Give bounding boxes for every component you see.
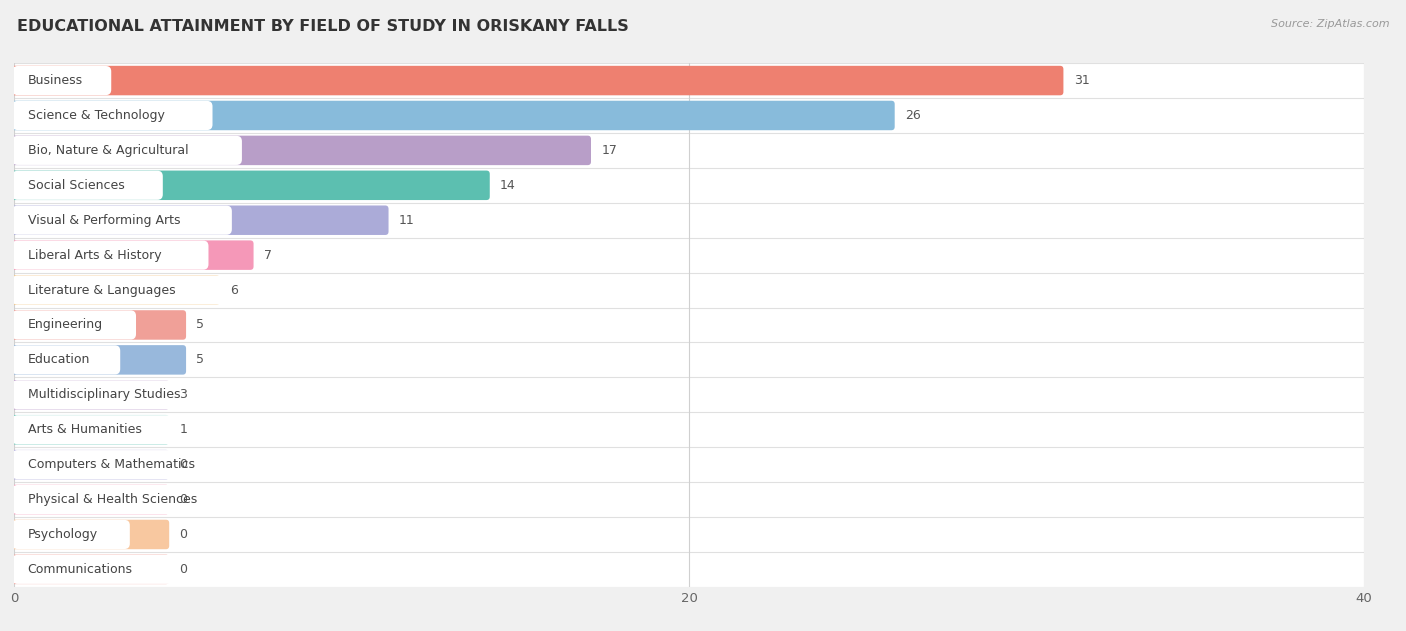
Text: Physical & Health Sciences: Physical & Health Sciences: [28, 493, 197, 506]
Text: 7: 7: [264, 249, 271, 262]
FancyBboxPatch shape: [13, 415, 184, 444]
Text: Multidisciplinary Studies: Multidisciplinary Studies: [28, 388, 180, 401]
Text: Bio, Nature & Agricultural: Bio, Nature & Agricultural: [28, 144, 188, 157]
Text: 6: 6: [231, 283, 238, 297]
FancyBboxPatch shape: [11, 310, 186, 339]
Text: 17: 17: [602, 144, 617, 157]
Bar: [14, 98, 1364, 133]
FancyBboxPatch shape: [11, 485, 169, 514]
Bar: [14, 307, 1364, 343]
Text: Education: Education: [28, 353, 90, 367]
FancyBboxPatch shape: [13, 555, 173, 584]
Text: 31: 31: [1074, 74, 1090, 87]
FancyBboxPatch shape: [11, 66, 1063, 95]
Text: 0: 0: [180, 563, 187, 576]
FancyBboxPatch shape: [11, 275, 219, 305]
FancyBboxPatch shape: [13, 485, 253, 514]
FancyBboxPatch shape: [11, 450, 169, 480]
Text: Liberal Arts & History: Liberal Arts & History: [28, 249, 162, 262]
FancyBboxPatch shape: [11, 380, 169, 410]
Bar: [14, 517, 1364, 552]
Text: Social Sciences: Social Sciences: [28, 179, 124, 192]
Bar: [14, 552, 1364, 587]
FancyBboxPatch shape: [11, 555, 169, 584]
FancyBboxPatch shape: [13, 240, 208, 269]
Text: Science & Technology: Science & Technology: [28, 109, 165, 122]
FancyBboxPatch shape: [13, 66, 111, 95]
Text: Visual & Performing Arts: Visual & Performing Arts: [28, 214, 180, 227]
Text: 26: 26: [905, 109, 921, 122]
Text: Arts & Humanities: Arts & Humanities: [28, 423, 142, 436]
FancyBboxPatch shape: [11, 415, 169, 444]
FancyBboxPatch shape: [11, 101, 894, 130]
Bar: [14, 133, 1364, 168]
FancyBboxPatch shape: [13, 380, 232, 410]
Text: Source: ZipAtlas.com: Source: ZipAtlas.com: [1271, 19, 1389, 29]
FancyBboxPatch shape: [11, 136, 591, 165]
FancyBboxPatch shape: [13, 136, 242, 165]
FancyBboxPatch shape: [11, 170, 489, 200]
Bar: [14, 63, 1364, 98]
Text: 14: 14: [501, 179, 516, 192]
Bar: [14, 238, 1364, 273]
Text: Computers & Mathematics: Computers & Mathematics: [28, 458, 194, 471]
FancyBboxPatch shape: [13, 310, 136, 339]
Text: EDUCATIONAL ATTAINMENT BY FIELD OF STUDY IN ORISKANY FALLS: EDUCATIONAL ATTAINMENT BY FIELD OF STUDY…: [17, 19, 628, 34]
Text: Business: Business: [28, 74, 83, 87]
Text: 0: 0: [180, 528, 187, 541]
FancyBboxPatch shape: [13, 101, 212, 130]
Bar: [14, 377, 1364, 412]
FancyBboxPatch shape: [11, 520, 169, 549]
FancyBboxPatch shape: [11, 206, 388, 235]
Bar: [14, 168, 1364, 203]
Text: Psychology: Psychology: [28, 528, 97, 541]
Bar: [14, 412, 1364, 447]
Text: Communications: Communications: [28, 563, 132, 576]
Bar: [14, 203, 1364, 238]
FancyBboxPatch shape: [13, 171, 163, 200]
Bar: [14, 343, 1364, 377]
FancyBboxPatch shape: [13, 520, 129, 549]
Text: 11: 11: [399, 214, 415, 227]
Text: 3: 3: [180, 388, 187, 401]
FancyBboxPatch shape: [13, 345, 121, 374]
Text: Literature & Languages: Literature & Languages: [28, 283, 176, 297]
Bar: [14, 273, 1364, 307]
FancyBboxPatch shape: [13, 450, 250, 479]
FancyBboxPatch shape: [13, 206, 232, 235]
Bar: [14, 447, 1364, 482]
Text: 5: 5: [197, 319, 204, 331]
Text: 0: 0: [180, 458, 187, 471]
Text: 1: 1: [180, 423, 187, 436]
Text: 0: 0: [180, 493, 187, 506]
FancyBboxPatch shape: [11, 345, 186, 375]
Bar: [14, 482, 1364, 517]
Text: Engineering: Engineering: [28, 319, 103, 331]
FancyBboxPatch shape: [11, 240, 253, 270]
Text: 5: 5: [197, 353, 204, 367]
FancyBboxPatch shape: [13, 276, 226, 305]
